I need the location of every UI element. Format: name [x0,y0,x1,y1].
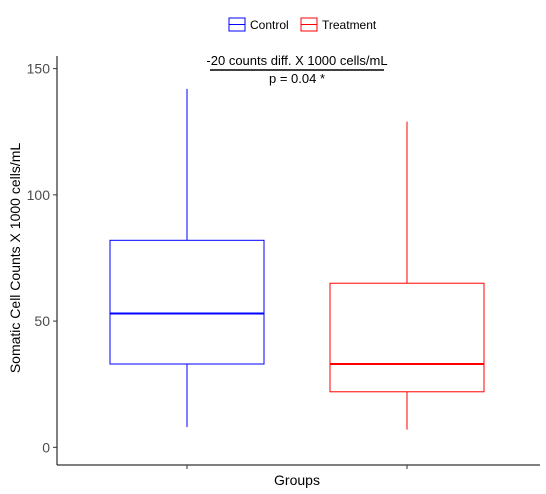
box-control [109,88,265,428]
y-axis-title: Somatic Cell Counts X 1000 cells/mL [7,143,23,374]
y-tick-label-0: 0 [42,439,50,455]
y-tick-label-50: 50 [34,313,50,329]
y-ticks: 0 50 100 150 [27,61,57,455]
y-tick-label-100: 100 [27,187,51,203]
x-axis-title: Groups [274,472,320,488]
y-tick-label-150: 150 [27,61,51,77]
box-treatment [329,121,485,430]
iqr-box-treatment [329,282,485,393]
annotation-p-value: p = 0.04 * [269,71,325,86]
legend-label-control: Control [250,18,289,32]
legend-label-treatment: Treatment [322,18,377,32]
boxes [109,88,485,430]
legend: Control Treatment [228,17,377,32]
axes [56,56,540,469]
annotation: -20 counts diff. X 1000 cells/mL p = 0.0… [206,53,387,86]
legend-item-treatment: Treatment [300,17,377,32]
annotation-difference: -20 counts diff. X 1000 cells/mL [206,53,387,68]
iqr-box-control [109,239,265,365]
legend-item-control: Control [228,17,289,32]
